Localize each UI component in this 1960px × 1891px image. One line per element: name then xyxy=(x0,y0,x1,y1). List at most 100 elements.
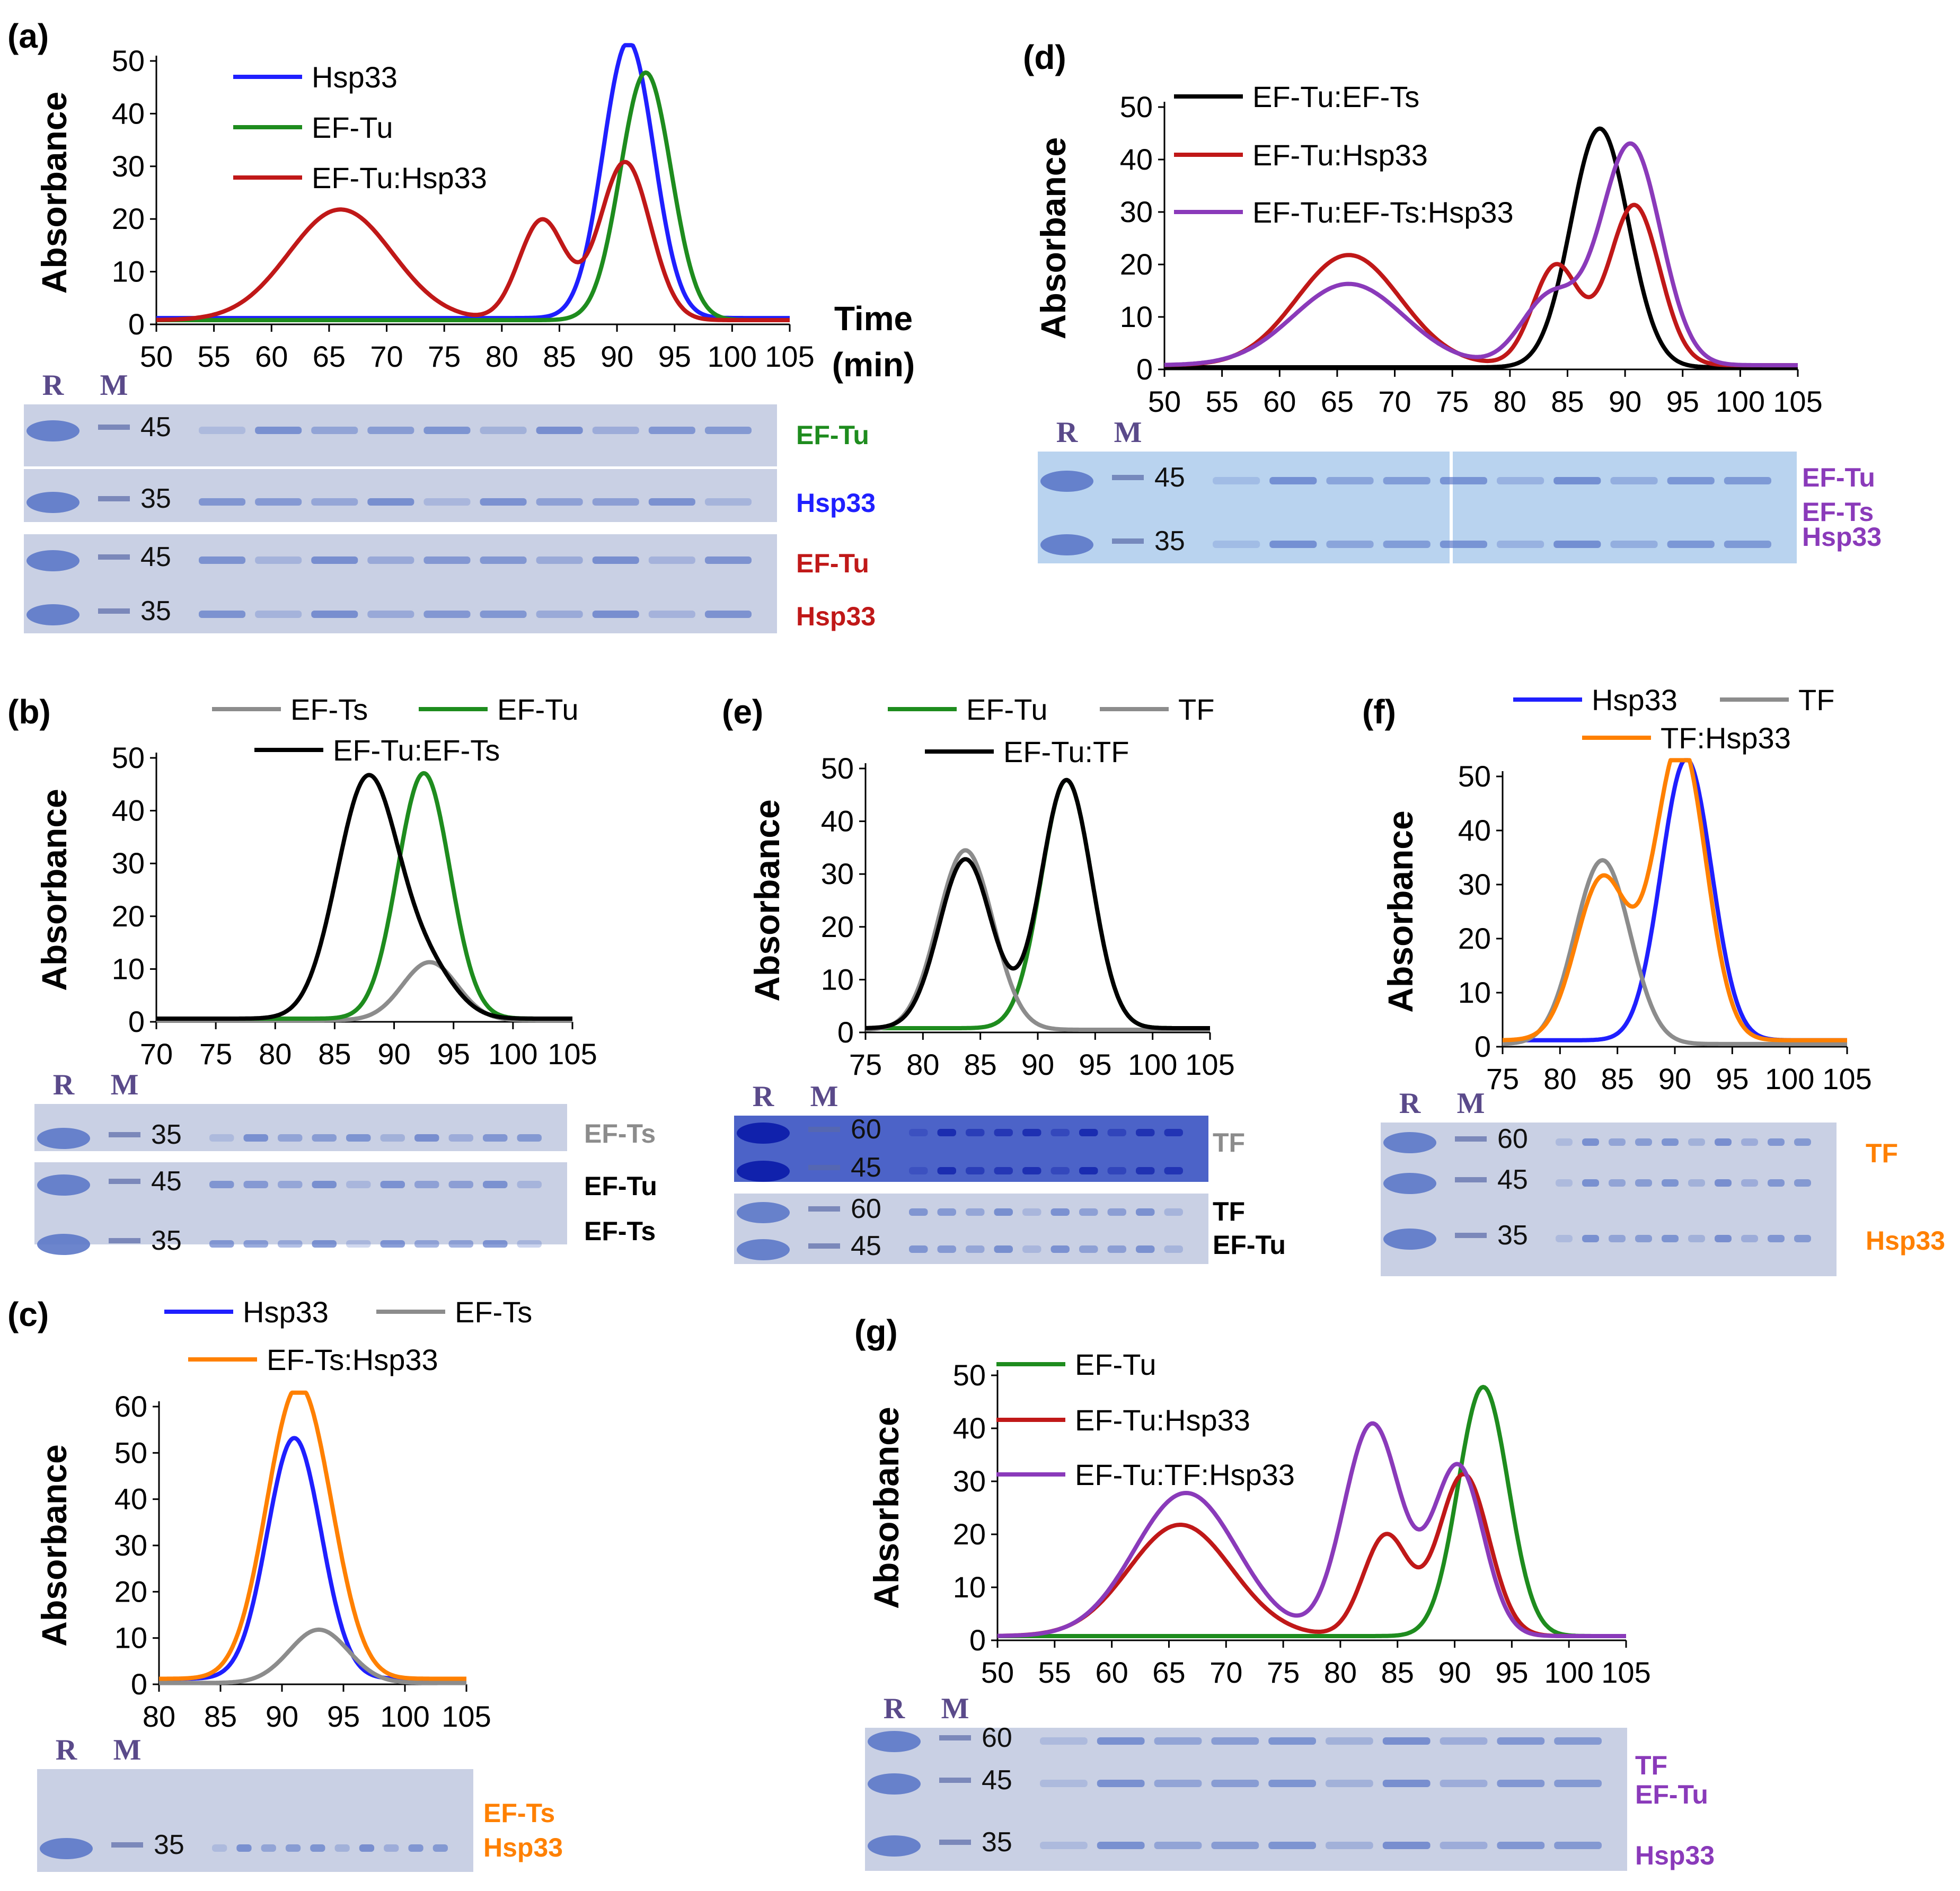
gel-background xyxy=(734,1194,1208,1264)
gel-band-marker xyxy=(98,554,130,560)
gel-band-lane xyxy=(1556,1179,1573,1187)
gel-band-lane xyxy=(448,1134,473,1142)
mw-marker-label: 35 xyxy=(1497,1220,1528,1251)
gel-band-lane xyxy=(1022,1208,1041,1216)
x-tick-label: 105 xyxy=(1822,1062,1871,1095)
y-tick-label: 30 xyxy=(1458,868,1491,901)
x-tick-label: 85 xyxy=(1601,1062,1634,1095)
mw-marker-label: 45 xyxy=(140,412,171,443)
y-tick-label: 30 xyxy=(112,149,145,183)
lane-label-R: R xyxy=(42,369,64,402)
gel-band-lane xyxy=(311,498,358,506)
x-tick-label: 95 xyxy=(327,1700,360,1733)
gel-band-lane xyxy=(1440,1737,1488,1745)
y-tick-label: 10 xyxy=(1458,976,1491,1009)
gel-band-lane xyxy=(1497,1737,1545,1745)
gel-band-lane xyxy=(1609,1179,1626,1187)
y-tick-label: 0 xyxy=(128,307,145,341)
y-tick-label: 0 xyxy=(128,1005,145,1038)
gel-band-lane xyxy=(1326,541,1374,548)
x-tick-label: 50 xyxy=(140,340,173,373)
gel-band-lane xyxy=(1553,541,1601,548)
gel-band-lane xyxy=(311,427,358,434)
y-tick-label: 20 xyxy=(1120,248,1153,281)
lane-label-R: R xyxy=(1399,1087,1421,1120)
gel-band-lane xyxy=(367,498,414,506)
mw-marker-label: 35 xyxy=(151,1119,182,1150)
gel-band-lane xyxy=(1154,1842,1202,1849)
legend-label: EF-Tu:TF xyxy=(1003,735,1129,768)
x-tick-label: 65 xyxy=(1152,1656,1185,1689)
gel-band-lane xyxy=(1582,1138,1599,1146)
y-tick-label: 10 xyxy=(114,1621,147,1655)
gel-background xyxy=(34,1162,567,1244)
gel-band-lane xyxy=(1383,541,1431,548)
gel-band-lane xyxy=(243,1240,268,1248)
gel-band-marker xyxy=(808,1165,840,1170)
x-tick-label: 100 xyxy=(1765,1062,1814,1095)
y-tick-label: 40 xyxy=(1458,814,1491,847)
gel-band-marker xyxy=(1455,1177,1487,1182)
y-tick-label: 30 xyxy=(953,1464,986,1498)
gel-band-marker xyxy=(939,1735,971,1740)
gel-protein-label: Hsp33 xyxy=(796,488,876,518)
gel-band-lane xyxy=(1440,1780,1488,1787)
gel-band-marker xyxy=(1455,1136,1487,1142)
x-tick-label: 60 xyxy=(1263,385,1296,418)
gel-band-lane xyxy=(1554,1780,1602,1787)
gel-band-lane xyxy=(480,611,527,618)
x-tick-label: 75 xyxy=(849,1048,882,1081)
gel-band-R xyxy=(27,420,80,441)
series-line-EF-Tu xyxy=(997,1385,1627,1638)
legend-label: EF-Tu:EF-Ts xyxy=(1252,80,1419,113)
gel-background xyxy=(865,1728,1627,1871)
y-tick-label: 40 xyxy=(112,96,145,130)
mw-marker-label: 45 xyxy=(1154,462,1185,493)
lane-label-M: M xyxy=(111,1068,139,1101)
x-tick-label: 75 xyxy=(1436,385,1469,418)
gel-band-lane xyxy=(1382,1737,1431,1745)
gel-band-lane xyxy=(408,1844,423,1852)
gel-band-lane xyxy=(1136,1208,1155,1216)
legend-label: TF:Hsp33 xyxy=(1661,721,1791,755)
gel-band-lane xyxy=(966,1129,985,1136)
x-tick-label: 100 xyxy=(1128,1048,1177,1081)
gel-background xyxy=(24,469,777,522)
panel-label: (f) xyxy=(1362,693,1396,731)
gel-band-lane xyxy=(1107,1129,1126,1136)
series-line-TF:Hsp33 xyxy=(1501,758,1849,1042)
gel-band-lane xyxy=(994,1129,1013,1136)
gel-band-lane xyxy=(423,556,471,564)
gel-band-lane xyxy=(1268,1737,1316,1745)
legend-label: EF-Tu:Hsp33 xyxy=(1075,1403,1250,1437)
gel-band-lane xyxy=(1107,1167,1126,1174)
gel-background xyxy=(1381,1123,1837,1276)
gel-protein-label: TF xyxy=(1213,1128,1245,1157)
gel-band-R xyxy=(737,1123,790,1144)
gel-band-lane xyxy=(432,1844,448,1852)
gel-protein-label: EF-Tu xyxy=(1802,463,1875,492)
gel-band-lane xyxy=(1383,477,1431,484)
gel-band-lane xyxy=(243,1181,268,1188)
gel-image: 60 45 35 TF Hsp33 R M xyxy=(1381,1087,1945,1276)
x-tick-label: 85 xyxy=(1551,385,1584,418)
gel-band-marker xyxy=(939,1778,971,1783)
y-tick-label: 30 xyxy=(821,857,854,890)
gel-band-lane xyxy=(1326,477,1374,484)
gel-band-lane xyxy=(1097,1737,1145,1745)
x-tick-label: 95 xyxy=(1079,1048,1111,1081)
gel-band-lane xyxy=(1667,541,1715,548)
y-tick-label: 50 xyxy=(112,44,145,77)
gel-band-lane xyxy=(1724,477,1771,484)
gel-image: 35 Hsp33 xyxy=(24,469,876,522)
panel-label: (a) xyxy=(7,17,49,55)
legend-label: TF xyxy=(1178,693,1214,726)
gel-protein-label: EF-Tu xyxy=(796,549,869,578)
gel-band-lane xyxy=(346,1240,371,1248)
gel-band-lane xyxy=(480,498,527,506)
x-tick-label: 105 xyxy=(765,340,814,373)
series-line-Hsp33 xyxy=(157,1436,468,1681)
gel-band-R xyxy=(737,1202,790,1223)
gel-band-lane xyxy=(209,1181,234,1188)
gel-protein-label: EF-Tu xyxy=(584,1171,657,1201)
